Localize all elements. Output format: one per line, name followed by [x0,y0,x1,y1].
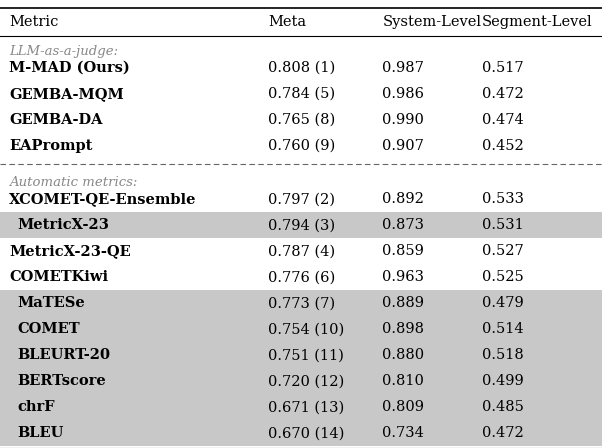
Text: 0.734: 0.734 [382,426,424,440]
Text: 0.873: 0.873 [382,218,424,233]
Text: 0.670 (14): 0.670 (14) [268,426,344,440]
Text: 0.808 (1): 0.808 (1) [268,61,335,75]
Text: 0.472: 0.472 [482,87,523,101]
Text: MetricX-23: MetricX-23 [17,218,109,233]
Text: 0.474: 0.474 [482,113,523,127]
Text: 0.987: 0.987 [382,61,424,75]
Text: 0.794 (3): 0.794 (3) [268,218,335,233]
Text: 0.485: 0.485 [482,401,524,414]
Text: 0.765 (8): 0.765 (8) [268,113,335,127]
Text: 0.751 (11): 0.751 (11) [268,348,344,362]
Text: BERTscore: BERTscore [17,374,106,388]
Text: 0.776 (6): 0.776 (6) [268,270,335,284]
Text: 0.809: 0.809 [382,401,424,414]
Text: 0.499: 0.499 [482,374,523,388]
Text: 0.531: 0.531 [482,218,523,233]
Text: 0.720 (12): 0.720 (12) [268,374,344,388]
Text: Segment-Level: Segment-Level [482,15,592,29]
Bar [0,342,602,368]
Text: 0.525: 0.525 [482,270,523,284]
Text: 0.533: 0.533 [482,192,524,206]
Text: LLM-as-a-judge:: LLM-as-a-judge: [9,46,118,59]
Text: chrF: chrF [17,401,55,414]
Bar [0,420,602,446]
Text: Metric: Metric [9,15,58,29]
Text: 0.518: 0.518 [482,348,523,362]
Text: EAPrompt: EAPrompt [9,139,92,153]
Text: 0.907: 0.907 [382,139,424,153]
Text: 0.517: 0.517 [482,61,523,75]
Text: GEMBA-MQM: GEMBA-MQM [9,87,124,101]
Text: 0.898: 0.898 [382,322,424,336]
Bar [0,394,602,420]
Text: 0.514: 0.514 [482,322,523,336]
Text: 0.880: 0.880 [382,348,424,362]
Text: MetricX-23-QE: MetricX-23-QE [9,244,131,258]
Text: 0.859: 0.859 [382,244,424,258]
Bar [0,290,602,316]
Text: 0.990: 0.990 [382,113,424,127]
Text: 0.986: 0.986 [382,87,424,101]
Text: 0.527: 0.527 [482,244,523,258]
Text: Automatic metrics:: Automatic metrics: [9,176,137,189]
Text: 0.754 (10): 0.754 (10) [268,322,344,336]
Text: 0.889: 0.889 [382,296,424,310]
Text: 0.760 (9): 0.760 (9) [268,139,335,153]
Bar [0,212,602,238]
Bar [0,368,602,394]
Text: 0.784 (5): 0.784 (5) [268,87,335,101]
Text: 0.671 (13): 0.671 (13) [268,401,344,414]
Text: BLEURT-20: BLEURT-20 [17,348,110,362]
Bar [0,316,602,342]
Text: COMETKiwi: COMETKiwi [9,270,108,284]
Text: 0.773 (7): 0.773 (7) [268,296,335,310]
Text: M-MAD (Ours): M-MAD (Ours) [9,61,130,75]
Text: 0.963: 0.963 [382,270,424,284]
Text: 0.810: 0.810 [382,374,424,388]
Text: 0.892: 0.892 [382,192,424,206]
Text: 0.787 (4): 0.787 (4) [268,244,335,258]
Text: MaTESe: MaTESe [17,296,85,310]
Text: 0.797 (2): 0.797 (2) [268,192,335,206]
Text: 0.472: 0.472 [482,426,523,440]
Text: 0.452: 0.452 [482,139,523,153]
Text: BLEU: BLEU [17,426,63,440]
Text: Meta: Meta [268,15,306,29]
Text: XCOMET-QE-Ensemble: XCOMET-QE-Ensemble [9,192,196,206]
Text: GEMBA-DA: GEMBA-DA [9,113,102,127]
Text: System-Level: System-Level [382,15,481,29]
Text: COMET: COMET [17,322,79,336]
Text: 0.479: 0.479 [482,296,523,310]
